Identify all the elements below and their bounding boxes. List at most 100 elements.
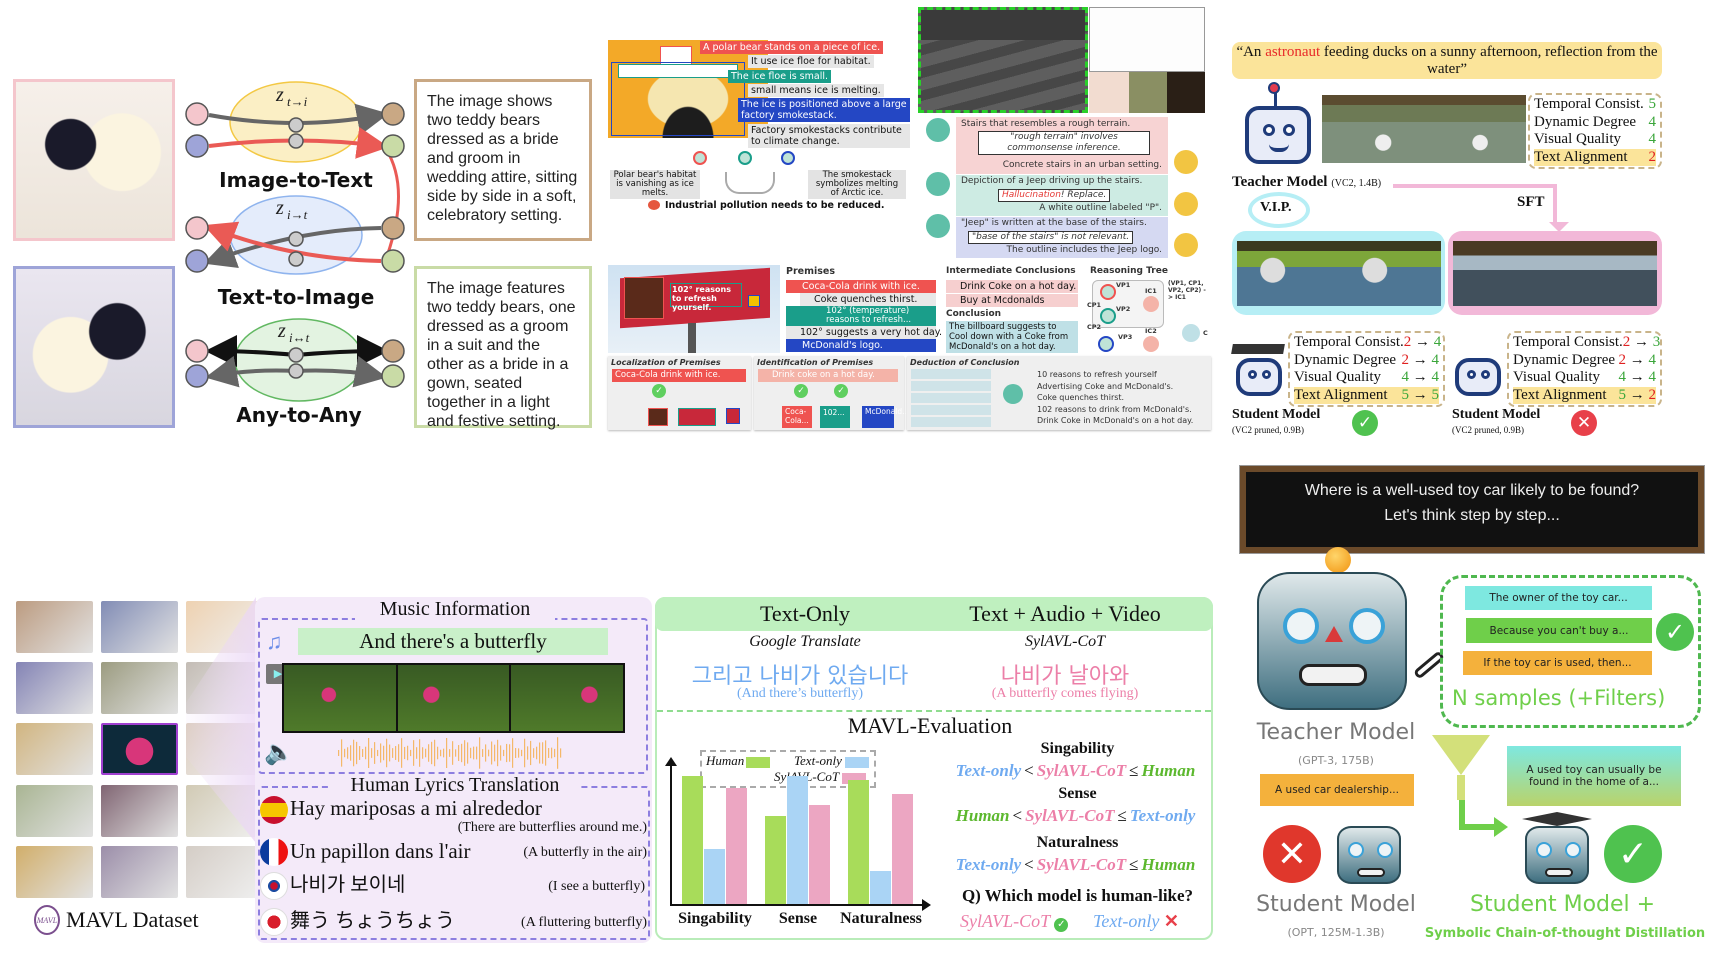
teddy-image-1 bbox=[13, 79, 175, 241]
translation-es: Hay mariposas a mi alrededor bbox=[290, 796, 542, 820]
video-thumbnail[interactable] bbox=[16, 723, 93, 775]
video-thumbnail[interactable] bbox=[16, 785, 93, 837]
left-gloss: (And there’s butterfly) bbox=[737, 686, 863, 701]
video-thumbnail[interactable] bbox=[16, 846, 93, 898]
student-vip-scores: Temporal Consist. 2 → 4 Dynamic Degree 2 → … bbox=[1288, 331, 1445, 407]
deduction-option[interactable]: Advertising Coke and McDonald's. bbox=[1037, 381, 1174, 391]
check-icon: ✓ bbox=[1656, 613, 1694, 651]
bar-singability-sylavl-cot bbox=[726, 787, 747, 904]
tree-node bbox=[1100, 308, 1116, 324]
spain-flag-icon bbox=[260, 796, 288, 824]
x-tick-label: Naturalness bbox=[840, 910, 922, 927]
ic-title: Intermediate Conclusions bbox=[946, 266, 1076, 276]
svg-text:i→t: i→t bbox=[287, 207, 308, 222]
japan-flag-icon bbox=[260, 908, 288, 936]
latent-label: z bbox=[277, 320, 286, 342]
video-thumbnail[interactable] bbox=[101, 601, 178, 653]
conclusion-title: Conclusion bbox=[946, 309, 1002, 319]
image-icon bbox=[738, 151, 752, 165]
cross-icon: ✕ bbox=[1571, 410, 1597, 436]
caption-box-2: The image features two teddy bears, one … bbox=[414, 266, 592, 430]
caption-box-1: The image shows two teddy bears dressed … bbox=[414, 79, 592, 241]
left-model-name: Google Translate bbox=[749, 633, 861, 650]
filter-funnel-icon bbox=[1432, 735, 1490, 775]
graduation-cap-icon bbox=[1231, 344, 1285, 354]
deduction-option[interactable]: Drink Coke in McDonald's on a hot day. bbox=[1037, 416, 1194, 425]
france-flag-icon bbox=[260, 838, 288, 866]
claim-chip: It use ice floe for habitat. bbox=[748, 55, 874, 68]
bar-naturalness-text-only bbox=[870, 870, 891, 904]
translation-ko: 나비가 보이네 bbox=[290, 874, 406, 896]
tree-node bbox=[1182, 324, 1200, 342]
label-any-to-any: Any-to-Any bbox=[236, 403, 362, 427]
vip-loop-icon bbox=[1248, 192, 1310, 228]
teacher-model-label: Teacher Model bbox=[1256, 720, 1416, 745]
intermediate-conclusion: The smokestack symbolizes melting of Arc… bbox=[808, 170, 906, 199]
lyric-text: And there's a butterfly bbox=[298, 628, 608, 655]
left-output: 그리고 나비가 있습니다 bbox=[691, 664, 909, 689]
conclusion-text: The billboard suggests to Cool down with… bbox=[946, 321, 1078, 353]
identification-task: Identification of Premises Drink coke on… bbox=[754, 356, 909, 430]
video-thumbnail[interactable] bbox=[16, 601, 93, 653]
video-thumbnail[interactable] bbox=[16, 662, 93, 714]
video-thumbnail[interactable] bbox=[101, 846, 178, 898]
score-row: Dynamic Degree 2 → 4 bbox=[1513, 351, 1656, 368]
x-tick-label: Sense bbox=[778, 910, 818, 927]
teacher-scores: Temporal Consist. 5 Dynamic Degree 4 Visua… bbox=[1528, 93, 1662, 169]
teddy-image-2 bbox=[13, 266, 175, 428]
node-text bbox=[381, 102, 405, 126]
video-thumbnail[interactable] bbox=[101, 662, 178, 714]
distilled-model-label: Student Model + bbox=[1470, 892, 1656, 917]
check-icon: ✓ bbox=[1352, 410, 1378, 436]
check-icon: ✓ bbox=[1604, 825, 1662, 883]
eval-title: MAVL-Evaluation bbox=[847, 713, 1013, 738]
header-multimodal: Text + Audio + Video bbox=[969, 601, 1161, 626]
vip-label: V.I.P. bbox=[1260, 200, 1292, 215]
answer-good: SylAVL-CoT ✓ bbox=[960, 911, 1069, 932]
metric-name: Singability bbox=[1040, 740, 1115, 757]
deduction-option[interactable]: Coke quenches thirst. bbox=[1037, 393, 1125, 402]
tree-node bbox=[1100, 284, 1116, 300]
localization-task: Localization of Premises Coca-Cola drink… bbox=[608, 356, 751, 430]
robot-icon bbox=[926, 214, 950, 238]
graduation-cap-icon bbox=[1522, 812, 1592, 826]
video-thumbnail[interactable] bbox=[101, 723, 178, 775]
deduction-option[interactable]: 102 reasons to drink from McDonald's. bbox=[1037, 404, 1192, 414]
label-text-to-image: Text-to-Image bbox=[217, 285, 375, 309]
premise: Coke quenches thirst. bbox=[800, 293, 936, 306]
teacher-video-frame bbox=[1322, 95, 1424, 163]
premises-title: Premises bbox=[786, 266, 835, 277]
score-row: Temporal Consist. 2 → 3 bbox=[1513, 334, 1661, 350]
metric-ranking: Text-only < SylAVL-CoT ≤ Human bbox=[955, 761, 1196, 780]
conclusion-icon bbox=[648, 200, 660, 210]
score-row: Visual Quality 4 → 4 bbox=[1513, 369, 1656, 385]
check-icon: ✓ bbox=[652, 384, 666, 398]
intermediate-conclusion: Buy at Mcdonalds bbox=[946, 294, 1078, 307]
bar-naturalness-human bbox=[848, 779, 869, 904]
eval-bar-chart: Human Text-only SylAVL-CoT SingabilitySe… bbox=[662, 745, 942, 927]
video-thumbnail[interactable] bbox=[186, 846, 263, 898]
node-image bbox=[185, 134, 209, 158]
deduction-option[interactable]: 10 reasons to refresh yourself bbox=[1037, 370, 1157, 379]
translation-gloss: (I see a butterfly) bbox=[548, 879, 645, 894]
teacher-video-frame bbox=[1424, 95, 1526, 163]
chalkboard: Where is a well-used toy car likely to b… bbox=[1240, 466, 1704, 553]
student-sft-scores: Temporal Consist. 2 → 3 Dynamic Degree 2 → … bbox=[1507, 331, 1662, 407]
answer-bad: Text-only ✕ bbox=[1093, 911, 1179, 931]
translation-ja: 舞う ちょうちょう bbox=[290, 910, 455, 932]
feedback-row: "Jeep" is written at the base of the sta… bbox=[956, 217, 1168, 258]
cross-icon: ✕ bbox=[1163, 911, 1179, 931]
people-icon bbox=[1174, 233, 1198, 257]
video-thumbnail[interactable] bbox=[101, 785, 178, 837]
label-image-to-text: Image-to-Text bbox=[219, 168, 373, 192]
distilled-bubble: A used toy can usually be found in the h… bbox=[1507, 746, 1681, 806]
metric-name: Sense bbox=[1058, 785, 1097, 802]
tree-node bbox=[1143, 296, 1159, 312]
feedback-row: Stairs that resembles a rough terrain. "… bbox=[956, 117, 1168, 174]
premise: Coca-Cola drink with ice. bbox=[786, 280, 936, 293]
final-conclusion: Industrial pollution needs to be reduced… bbox=[665, 200, 885, 211]
latent-graph: z t→i z i→t z i↔t bbox=[185, 81, 405, 402]
metric-ranking: Text-only < SylAVL-CoT ≤ Human bbox=[955, 855, 1196, 874]
distillation-label: Symbolic Chain-of-thought Distillation bbox=[1424, 926, 1706, 941]
antenna-icon bbox=[1325, 547, 1351, 573]
